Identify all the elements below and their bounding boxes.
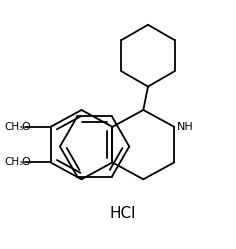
Text: O: O: [21, 122, 30, 132]
Text: O: O: [21, 157, 30, 167]
Text: CH₃: CH₃: [4, 122, 23, 132]
Text: HCl: HCl: [110, 206, 136, 221]
Text: NH: NH: [177, 122, 194, 132]
Text: CH₃: CH₃: [4, 157, 23, 167]
